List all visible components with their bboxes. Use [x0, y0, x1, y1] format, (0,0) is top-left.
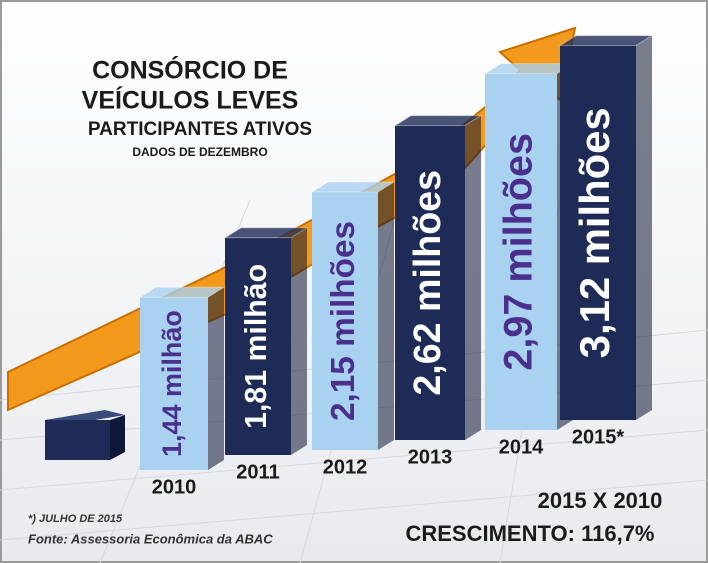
- x-tick-label: 2010: [152, 476, 197, 498]
- bar-side: [208, 287, 224, 470]
- value-label: 2,15 milhões: [325, 221, 362, 421]
- bar-top: [483, 63, 575, 75]
- bar-top: [138, 286, 226, 298]
- bar: [140, 297, 208, 470]
- bar-side: [465, 115, 481, 440]
- x-tick-label: 2011: [236, 461, 279, 483]
- bar: [312, 192, 378, 450]
- x-tick-label: 2015*: [572, 426, 624, 448]
- x-tick-label: 2013: [408, 446, 453, 468]
- bar: [485, 73, 557, 430]
- bar: [225, 237, 291, 455]
- title-line: VEÍCULOS LEVES: [82, 86, 299, 115]
- bar-side: [636, 35, 652, 420]
- bar-top: [393, 115, 483, 127]
- footnote: Fonte: Assessoria Econômica da ABAC: [28, 531, 273, 546]
- subtitle: PARTICIPANTES ATIVOS: [88, 119, 312, 140]
- value-label: 2,62 milhões: [406, 170, 448, 396]
- x-tick-label: 2012: [323, 456, 368, 478]
- title-line: CONSÓRCIO DE: [92, 55, 288, 85]
- note: DADOS DE DEZEMBRO: [132, 145, 267, 159]
- x-tick-label: 2014: [499, 436, 544, 458]
- bar-top: [223, 227, 309, 239]
- value-label: 2,97 milhões: [496, 133, 540, 371]
- bar-top: [310, 181, 396, 193]
- annotation: CRESCIMENTO: 116,7%: [405, 521, 654, 546]
- annotation: 2015 X 2010: [538, 488, 663, 513]
- value-label: 1,44 milhão: [157, 310, 187, 457]
- bar-side: [378, 182, 394, 450]
- value-label: 1,81 milhão: [240, 264, 273, 429]
- footnote: *) JULHO DE 2015: [28, 513, 123, 525]
- bar: [560, 45, 636, 420]
- bar-side: [291, 227, 307, 455]
- decor-box: [45, 410, 125, 460]
- bar-top: [558, 35, 654, 47]
- value-label: 3,12 milhões: [571, 107, 618, 358]
- bar: [395, 125, 465, 440]
